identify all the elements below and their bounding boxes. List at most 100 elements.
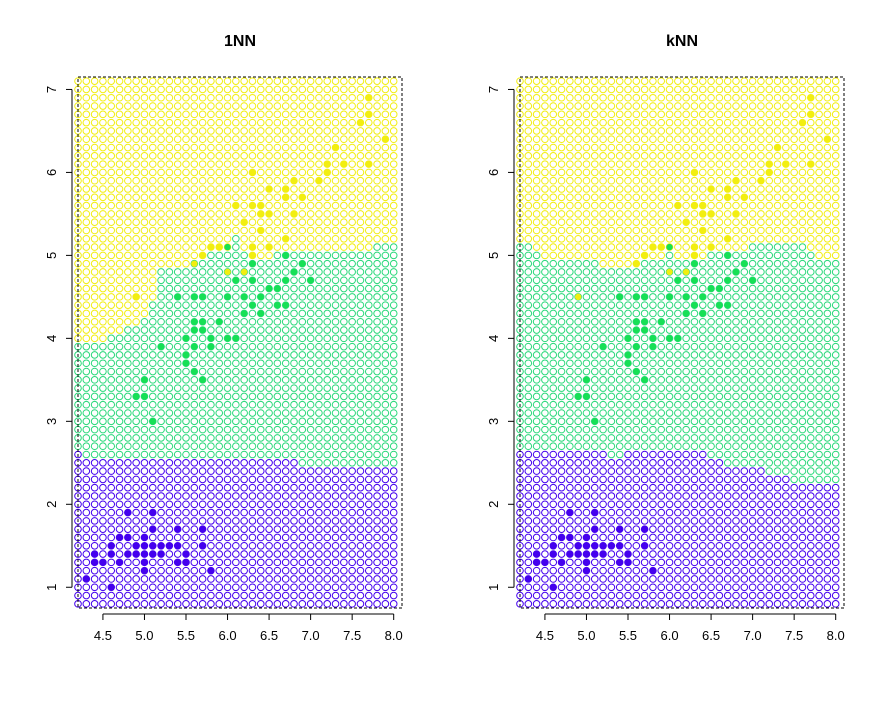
grid-cell-versicolor xyxy=(806,400,815,409)
grid-cell-virginica xyxy=(281,176,290,185)
grid-cell-setosa xyxy=(740,517,749,525)
grid-cell-versicolor xyxy=(815,425,823,434)
grid-cell-virginica xyxy=(140,143,149,152)
grid-cell-virginica xyxy=(248,243,257,251)
grid-cell-virginica xyxy=(198,77,207,85)
grid-cell-versicolor xyxy=(182,342,190,351)
grid-cell-virginica xyxy=(798,226,807,235)
grid-cell-setosa xyxy=(223,558,232,567)
grid-cell-virginica xyxy=(107,118,116,127)
grid-cell-virginica xyxy=(757,102,765,110)
grid-cell-versicolor xyxy=(124,367,132,376)
grid-cell-setosa xyxy=(389,591,398,600)
grid-cell-virginica xyxy=(356,168,365,177)
grid-cell-versicolor xyxy=(240,442,248,451)
grid-cell-setosa xyxy=(140,600,149,608)
grid-cell-versicolor xyxy=(698,276,707,285)
grid-cell-virginica xyxy=(140,176,149,185)
grid-cell-virginica xyxy=(624,135,632,144)
grid-cell-setosa xyxy=(148,566,157,575)
grid-cell-setosa xyxy=(132,591,140,600)
grid-cell-versicolor xyxy=(524,342,533,351)
grid-cell-virginica xyxy=(566,251,574,260)
grid-cell-setosa xyxy=(590,591,599,600)
grid-cell-setosa xyxy=(798,525,807,533)
grid-cell-versicolor xyxy=(115,425,124,434)
grid-cell-setosa xyxy=(240,467,248,475)
grid-cell-virginica xyxy=(798,160,807,168)
grid-cell-setosa xyxy=(524,450,533,459)
grid-cell-versicolor xyxy=(624,384,632,392)
grid-cell-versicolor xyxy=(331,459,340,467)
grid-cell-versicolor xyxy=(524,259,533,268)
grid-cell-virginica xyxy=(148,201,157,210)
grid-cell-setosa xyxy=(232,475,240,484)
grid-cell-setosa xyxy=(715,525,724,533)
grid-cell-setosa xyxy=(290,600,298,608)
grid-cell-setosa xyxy=(356,591,365,600)
grid-cell-virginica xyxy=(640,243,649,251)
grid-cell-versicolor xyxy=(223,450,232,459)
grid-cell-setosa xyxy=(356,541,365,550)
grid-cell-virginica xyxy=(107,127,116,135)
grid-cell-setosa xyxy=(657,459,666,467)
grid-cell-versicolor xyxy=(757,301,765,309)
grid-cell-versicolor xyxy=(298,442,307,451)
grid-cell-setosa xyxy=(265,517,273,525)
grid-cell-virginica xyxy=(273,210,282,218)
grid-cell-setosa xyxy=(82,566,91,575)
grid-cell-virginica xyxy=(340,127,348,135)
grid-cell-versicolor xyxy=(248,301,257,309)
grid-cell-versicolor xyxy=(715,317,724,326)
grid-cell-setosa xyxy=(624,566,632,575)
grid-cell-setosa xyxy=(99,475,107,484)
grid-cell-virginica xyxy=(557,201,566,210)
grid-cell-versicolor xyxy=(532,259,541,268)
data-point-setosa xyxy=(141,550,148,558)
grid-cell-setosa xyxy=(165,459,174,467)
grid-cell-versicolor xyxy=(215,351,224,359)
grid-cell-virginica xyxy=(715,243,724,251)
grid-cell-virginica xyxy=(665,160,674,168)
grid-cell-setosa xyxy=(107,600,116,608)
grid-cell-virginica xyxy=(331,185,340,193)
grid-cell-setosa xyxy=(732,591,740,600)
grid-cell-versicolor xyxy=(306,276,315,285)
grid-cell-setosa xyxy=(140,500,149,509)
grid-cell-virginica xyxy=(649,77,657,85)
grid-cell-virginica xyxy=(632,118,641,127)
grid-cell-virginica xyxy=(298,234,307,243)
grid-cell-virginica xyxy=(182,251,190,260)
grid-cell-versicolor xyxy=(740,442,749,451)
grid-cell-versicolor xyxy=(132,367,140,376)
grid-cell-versicolor xyxy=(340,459,348,467)
grid-cell-versicolor xyxy=(273,259,282,268)
grid-cell-virginica xyxy=(90,160,99,168)
grid-cell-virginica xyxy=(148,251,157,260)
grid-cell-versicolor xyxy=(640,400,649,409)
grid-cell-setosa xyxy=(182,558,190,567)
grid-cell-virginica xyxy=(306,152,315,160)
grid-cell-virginica xyxy=(82,284,91,293)
grid-cell-virginica xyxy=(223,243,232,251)
grid-cell-versicolor xyxy=(649,392,657,401)
grid-cell-versicolor xyxy=(315,317,323,326)
grid-cell-virginica xyxy=(549,93,558,102)
grid-cell-versicolor xyxy=(115,442,124,451)
grid-cell-virginica xyxy=(173,168,182,177)
grid-cell-versicolor xyxy=(723,459,732,467)
grid-cell-versicolor xyxy=(765,384,774,392)
grid-cell-versicolor xyxy=(790,417,798,426)
grid-cell-setosa xyxy=(541,517,549,525)
grid-cell-versicolor xyxy=(132,417,140,426)
grid-cell-versicolor xyxy=(389,392,398,401)
grid-cell-versicolor xyxy=(140,376,149,384)
grid-cell-versicolor xyxy=(549,351,558,359)
grid-cell-versicolor xyxy=(389,400,398,409)
grid-cell-setosa xyxy=(165,492,174,500)
grid-cell-virginica xyxy=(290,102,298,110)
grid-cell-versicolor xyxy=(657,359,666,368)
grid-cell-versicolor xyxy=(549,442,558,451)
grid-cell-versicolor xyxy=(323,400,332,409)
grid-cell-versicolor xyxy=(90,384,99,392)
